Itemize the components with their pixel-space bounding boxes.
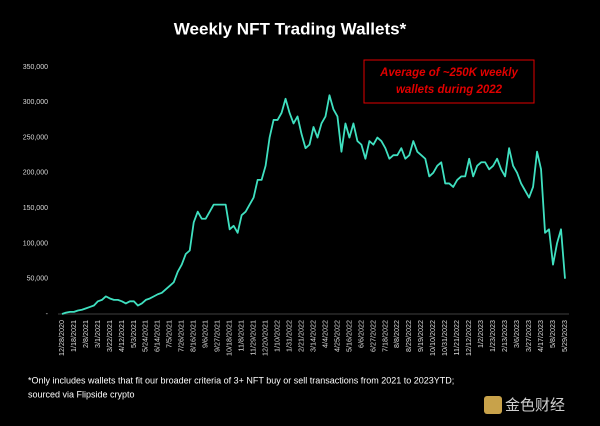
y-tick-label: 300,000 [23, 99, 48, 106]
x-tick-label: 8/8/2022 [392, 320, 401, 348]
x-tick-label: 9/6/2021 [201, 320, 210, 348]
y-tick-label: - [46, 311, 49, 318]
x-tick-label: 1/2/2023 [476, 320, 485, 348]
x-tick-label: 10/10/2022 [428, 320, 437, 356]
x-tick-label: 12/20/2021 [261, 320, 270, 356]
x-tick-label: 9/27/2021 [213, 320, 222, 352]
x-tick-label: 3/27/2023 [524, 320, 533, 352]
watermark: 金色财经 [505, 397, 565, 414]
x-tick-label: 2/8/2021 [81, 320, 90, 348]
x-tick-label: 10/18/2021 [225, 320, 234, 356]
x-tick-label: 6/6/2022 [356, 320, 365, 348]
x-tick-label: 5/24/2021 [141, 320, 150, 352]
x-tick-label: 11/21/2022 [452, 320, 461, 355]
y-tick-label: 250,000 [23, 134, 48, 141]
x-tick-label: 6/14/2021 [153, 320, 162, 352]
footnote: sourced via Flipside crypto [28, 389, 135, 399]
x-tick-label: 10/31/2022 [440, 320, 449, 356]
x-tick-label: 2/21/2022 [296, 320, 305, 352]
x-tick-label: 5/29/2023 [560, 320, 569, 352]
y-tick-label: 150,000 [23, 205, 48, 212]
x-tick-label: 8/16/2021 [189, 320, 198, 352]
watermark-icon [484, 396, 502, 414]
x-tick-label: 5/16/2022 [344, 320, 353, 352]
footnote: *Only includes wallets that fit our broa… [28, 375, 454, 385]
x-tick-label: 11/8/2021 [237, 320, 246, 351]
y-tick-label: 50,000 [27, 276, 49, 283]
x-tick-label: 4/4/2022 [320, 320, 329, 348]
x-tick-label: 1/10/2022 [272, 320, 281, 352]
y-tick-label: 100,000 [23, 240, 48, 247]
x-tick-label: 3/14/2022 [308, 320, 317, 352]
x-tick-label: 7/5/2021 [165, 320, 174, 348]
x-tick-label: 3/1/2021 [93, 320, 102, 348]
x-tick-label: 4/17/2023 [536, 320, 545, 352]
x-tick-label: 3/6/2023 [512, 320, 521, 348]
x-tick-label: 5/3/2021 [129, 320, 138, 348]
y-tick-label: 350,000 [23, 64, 48, 71]
x-tick-label: 8/29/2022 [404, 320, 413, 352]
x-tick-label: 1/18/2021 [69, 320, 78, 352]
x-tick-label: 4/12/2021 [117, 320, 126, 352]
data-line [61, 94, 566, 315]
x-tick-label: 2/13/2023 [500, 320, 509, 352]
x-tick-label: 1/23/2023 [488, 320, 497, 352]
x-tick-label: 12/28/2020 [57, 320, 66, 356]
annotation: wallets during 2022 [396, 84, 503, 96]
y-tick-label: 200,000 [23, 170, 48, 177]
annotation-box [363, 59, 535, 104]
annotation: Average of ~250K weekly [379, 67, 518, 79]
x-tick-label: 11/29/2021 [249, 320, 258, 355]
x-tick-label: 7/18/2022 [380, 320, 389, 352]
x-tick-label: 9/19/2022 [416, 320, 425, 352]
x-tick-label: 5/8/2023 [548, 320, 557, 348]
x-tick-label: 4/25/2022 [332, 320, 341, 352]
watermark-logo: 金色财经 [484, 396, 565, 414]
chart-title: Weekly NFT Trading Wallets* [174, 19, 407, 38]
x-tick-label: 1/31/2022 [284, 320, 293, 352]
x-tick-label: 12/12/2022 [464, 320, 473, 356]
x-tick-label: 3/22/2021 [105, 320, 114, 352]
x-tick-label: 7/26/2021 [177, 320, 186, 352]
x-tick-label: 6/27/2022 [368, 320, 377, 352]
